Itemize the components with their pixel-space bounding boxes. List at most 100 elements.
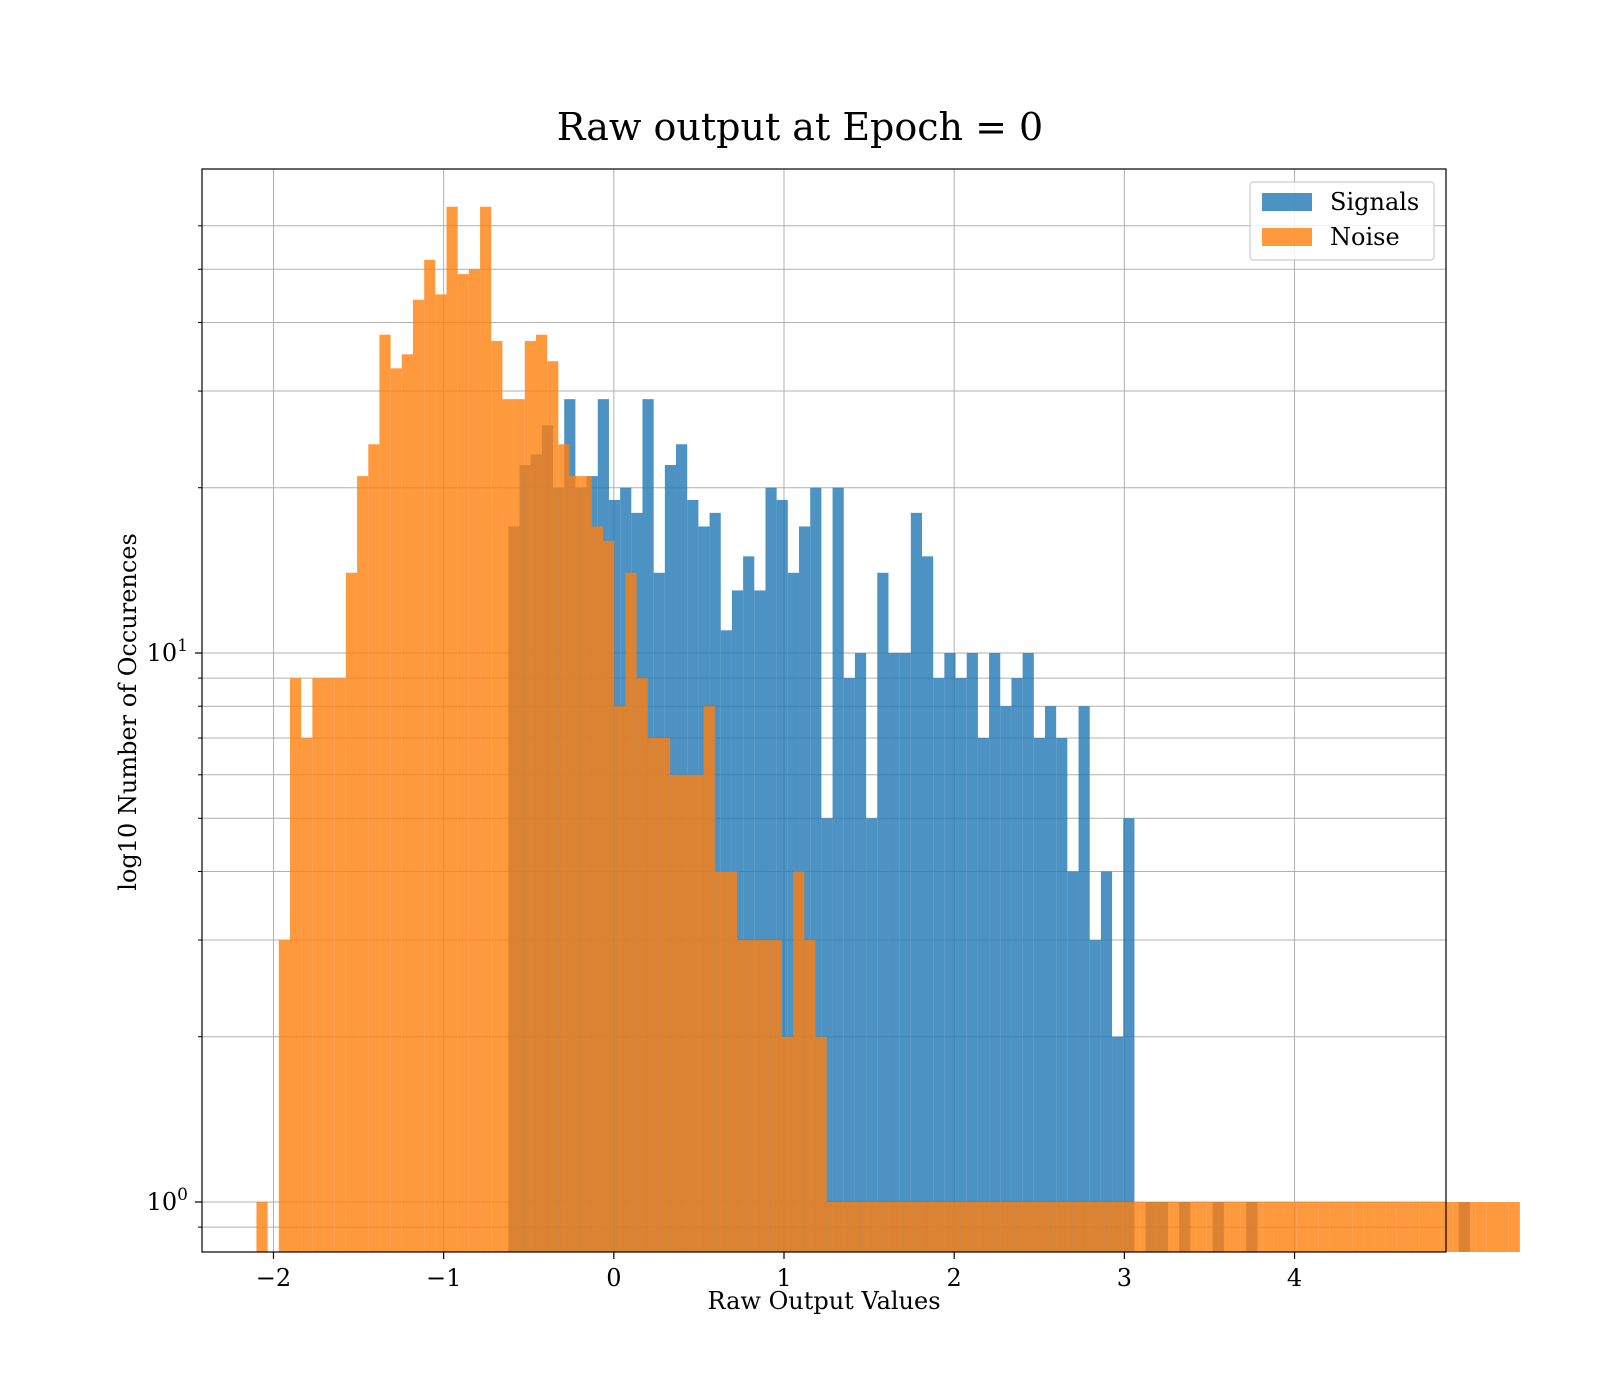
histogram-bar [1000, 706, 1012, 1252]
histogram-bar [524, 341, 536, 1252]
histogram-bar [826, 1202, 838, 1252]
histogram-bar [1419, 1202, 1431, 1252]
histogram-bar [899, 653, 911, 1252]
histogram-bar [793, 871, 805, 1252]
histogram-bar [904, 1202, 917, 1252]
histogram-bar [670, 774, 682, 1252]
histogram-bar [1033, 738, 1045, 1252]
histogram-bar [692, 774, 704, 1252]
histogram-bar [625, 572, 637, 1252]
histogram-bar [754, 590, 766, 1252]
histogram-bar [1296, 1202, 1308, 1252]
histogram-bar [1123, 818, 1135, 1252]
histogram-bar [1106, 1202, 1118, 1252]
histogram-bar [681, 774, 693, 1252]
histogram-bar [871, 1202, 883, 1252]
plot-frame [201, 168, 1447, 1253]
histogram-bar [401, 354, 413, 1252]
histogram-bar [960, 1202, 973, 1252]
histogram-bar [1128, 1202, 1140, 1252]
histogram-bar [837, 1202, 850, 1252]
histogram-bar [614, 706, 626, 1252]
histogram-bar [854, 653, 867, 1252]
x-tick-label: −2 [256, 1264, 291, 1292]
legend-swatch-noise [1262, 228, 1312, 246]
histogram-bar [1162, 1202, 1174, 1252]
x-tick-label: 2 [947, 1264, 962, 1292]
histogram-bar [765, 487, 777, 1253]
y-tick-label: 100 [147, 1185, 188, 1216]
histogram-bar [843, 678, 855, 1252]
histogram-bar [1072, 1202, 1084, 1252]
legend-swatch-signals [1262, 193, 1312, 211]
histogram-bar [731, 590, 744, 1252]
histogram-bar [658, 738, 671, 1252]
histogram-bar [770, 940, 782, 1252]
x-tick-label: 0 [606, 1264, 621, 1292]
histogram-bar [1022, 653, 1034, 1252]
histogram-bar [1352, 1202, 1364, 1252]
histogram-bar [1206, 1202, 1218, 1252]
histogram-bar [1385, 1202, 1397, 1252]
histogram-bar [1056, 738, 1068, 1252]
histogram-bar [1508, 1202, 1520, 1252]
legend: Signals Noise [1249, 181, 1435, 261]
y-tick-label: 101 [147, 636, 188, 667]
histogram-bar [647, 738, 659, 1252]
histogram-bar [966, 653, 978, 1252]
histogram-bar [357, 476, 369, 1253]
histogram-bar [1251, 1202, 1263, 1252]
histogram-bar [1044, 706, 1057, 1252]
noise-series [256, 206, 1520, 1253]
histogram-bar [312, 678, 324, 1252]
histogram-bar [1374, 1202, 1386, 1252]
chart-title: Raw output at Epoch = 0 [557, 105, 1043, 149]
histogram-bar [748, 940, 760, 1252]
histogram-bar [994, 1202, 1006, 1252]
histogram-bar [1067, 871, 1079, 1252]
histogram-bar [815, 1036, 827, 1252]
histogram-bar [938, 1202, 950, 1252]
histogram-bar [910, 512, 923, 1252]
histogram-bar [1173, 1202, 1185, 1252]
histogram-bar [810, 487, 822, 1253]
histogram-bar [368, 444, 380, 1252]
histogram-bar [301, 738, 313, 1252]
histogram-bar [1497, 1202, 1509, 1252]
histogram-bar [893, 1202, 905, 1252]
histogram-bar [1363, 1202, 1375, 1252]
histogram-bar [636, 678, 648, 1252]
histogram-bar [1396, 1202, 1409, 1252]
histogram-bar [603, 540, 615, 1252]
histogram-bar [558, 444, 570, 1252]
histogram-bar [1229, 1202, 1241, 1252]
histogram-bar [1285, 1202, 1297, 1252]
histogram-bar [1184, 1202, 1196, 1252]
histogram-bar [759, 940, 771, 1252]
histogram-bar [1095, 1202, 1107, 1252]
histogram-bar [289, 678, 302, 1252]
histogram-bar [1078, 706, 1090, 1252]
histogram-bar [799, 526, 811, 1252]
histogram-bar [435, 294, 447, 1252]
histogram-bar [927, 1202, 939, 1252]
histogram-bar [1139, 1202, 1151, 1252]
histogram-bar [278, 940, 290, 1252]
histogram-bar [1117, 1202, 1129, 1252]
histogram-bar [345, 572, 358, 1252]
histogram-bar [776, 499, 788, 1253]
x-tick-label: 3 [1117, 1264, 1132, 1292]
histogram-bar [491, 341, 503, 1252]
histogram-bar [1307, 1202, 1319, 1252]
histogram-bar [1441, 1202, 1453, 1252]
histogram-bar [256, 1202, 268, 1252]
histogram-bar [944, 653, 956, 1252]
histogram-bar [1318, 1202, 1330, 1252]
histogram-bar [726, 871, 738, 1252]
histogram-bar [832, 487, 844, 1253]
histogram-bar [743, 556, 755, 1252]
histogram-bar [949, 1202, 961, 1252]
histogram-bar [569, 476, 581, 1253]
histogram-bar [1430, 1202, 1442, 1252]
